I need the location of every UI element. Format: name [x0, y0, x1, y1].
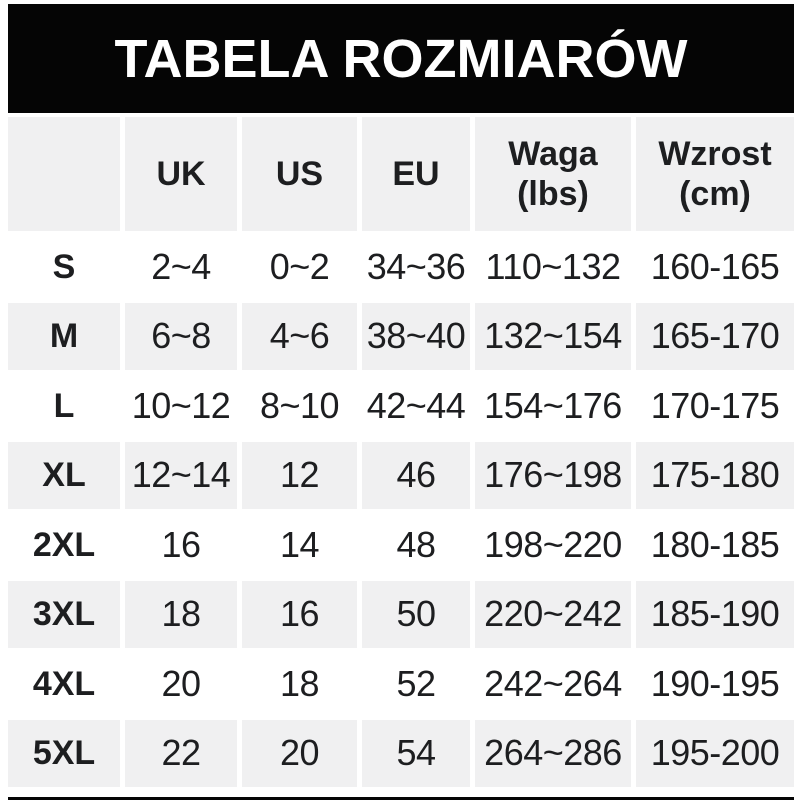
table-cell: 20 [242, 720, 357, 787]
size-label: 5XL [8, 720, 120, 787]
size-label: 4XL [8, 650, 120, 718]
table-cell: 22 [125, 720, 237, 787]
table-cell: 195-200 [636, 720, 794, 787]
table-cell: 132~154 [475, 303, 631, 370]
header-label: Waga [508, 135, 598, 173]
table-cell: 10~12 [125, 372, 237, 440]
column-header-us: US [242, 117, 357, 231]
header-label: UK [156, 155, 206, 193]
table-cell: 20 [125, 650, 237, 718]
column-header-size [8, 117, 120, 231]
size-label: 3XL [8, 581, 120, 648]
table-cell: 220~242 [475, 581, 631, 648]
table-cell: 264~286 [475, 720, 631, 787]
table-cell: 2~4 [125, 233, 237, 301]
table-cell: 170-175 [636, 372, 794, 440]
table-cell: 16 [125, 511, 237, 579]
table-cell: 198~220 [475, 511, 631, 579]
size-label: S [8, 233, 120, 301]
table-cell: 34~36 [362, 233, 470, 301]
header-unit: (lbs) [517, 175, 589, 213]
table-cell: 8~10 [242, 372, 357, 440]
table-cell: 12 [242, 442, 357, 509]
table-cell: 0~2 [242, 233, 357, 301]
table-cell: 54 [362, 720, 470, 787]
header-label: EU [392, 155, 440, 193]
column-header-waga: Waga (lbs) [475, 117, 631, 231]
table-cell: 6~8 [125, 303, 237, 370]
size-table: UK US EU Waga (lbs) Wzrost (cm) S 2~4 0~2 … [8, 117, 794, 787]
table-cell: 180-185 [636, 511, 794, 579]
table-cell: 14 [242, 511, 357, 579]
table-cell: 175-180 [636, 442, 794, 509]
table-cell: 48 [362, 511, 470, 579]
header-label: Wzrost [658, 135, 772, 173]
table-cell: 12~14 [125, 442, 237, 509]
table-cell: 190-195 [636, 650, 794, 718]
size-label: 2XL [8, 511, 120, 579]
bottom-black-bar [8, 797, 794, 800]
header-label: US [275, 155, 324, 193]
table-cell: 154~176 [475, 372, 631, 440]
size-label: M [8, 303, 120, 370]
table-cell: 165-170 [636, 303, 794, 370]
table-cell: 185-190 [636, 581, 794, 648]
table-cell: 18 [125, 581, 237, 648]
size-label: XL [8, 442, 120, 509]
table-cell: 176~198 [475, 442, 631, 509]
table-cell: 4~6 [242, 303, 357, 370]
column-header-wzrost: Wzrost (cm) [636, 117, 794, 231]
table-cell: 16 [242, 581, 357, 648]
page-title: TABELA ROZMIARÓW [114, 28, 688, 89]
title-bar: TABELA ROZMIARÓW [8, 4, 794, 113]
table-cell: 50 [362, 581, 470, 648]
table-cell: 160-165 [636, 233, 794, 301]
table-cell: 52 [362, 650, 470, 718]
table-cell: 18 [242, 650, 357, 718]
column-header-eu: EU [362, 117, 470, 231]
table-cell: 38~40 [362, 303, 470, 370]
size-label: L [8, 372, 120, 440]
column-header-uk: UK [125, 117, 237, 231]
table-cell: 242~264 [475, 650, 631, 718]
table-cell: 110~132 [475, 233, 631, 301]
table-cell: 42~44 [362, 372, 470, 440]
table-cell: 46 [362, 442, 470, 509]
header-unit: (cm) [679, 175, 751, 213]
